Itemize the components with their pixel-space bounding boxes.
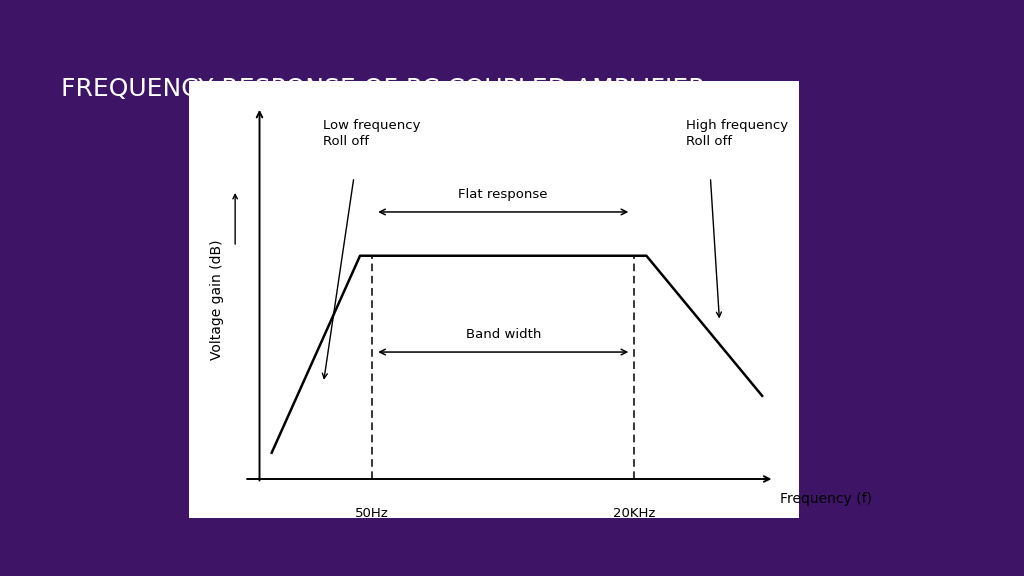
Text: High frequency
Roll off: High frequency Roll off xyxy=(686,119,788,147)
Text: Voltage gain (dB): Voltage gain (dB) xyxy=(210,239,224,360)
Text: 50Hz: 50Hz xyxy=(355,507,389,521)
Text: Low frequency
Roll off: Low frequency Roll off xyxy=(324,119,421,147)
Text: Frequency (f): Frequency (f) xyxy=(780,492,872,506)
Text: FREQUENCY RESPONSE OF RC COUPLED AMPLIFIER: FREQUENCY RESPONSE OF RC COUPLED AMPLIFI… xyxy=(61,77,707,101)
Text: Flat response: Flat response xyxy=(459,188,548,201)
Text: 20KHz: 20KHz xyxy=(613,507,655,521)
Text: Band width: Band width xyxy=(466,328,541,341)
